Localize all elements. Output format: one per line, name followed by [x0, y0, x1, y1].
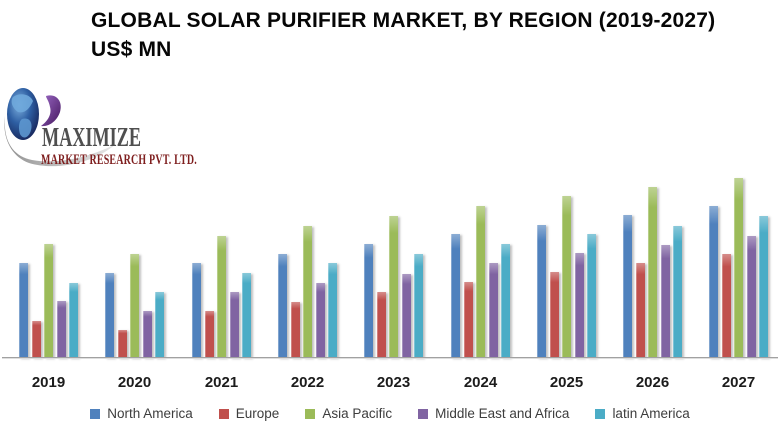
bar-asia-pacific-2020: [130, 254, 139, 358]
legend-item-europe: Europe: [218, 406, 280, 421]
x-tick-2019: 2019: [31, 374, 66, 391]
x-tick-2023: 2023: [376, 374, 411, 391]
bar-asia-pacific-2019: [44, 244, 53, 358]
bar-middle-east-and-africa-2025: [574, 253, 584, 358]
bar-middle-east-and-africa-2024: [488, 263, 498, 358]
bar-europe-2026: [635, 263, 645, 358]
bar-latin-america-2019: [69, 283, 78, 358]
bar-north-america-2019: [19, 263, 28, 358]
bar-group-2019: [19, 170, 78, 358]
legend-marker-north-america-icon: [90, 408, 101, 419]
bar-latin-america-2020: [155, 292, 164, 358]
bar-middle-east-and-africa-2027: [746, 236, 756, 358]
bar-europe-2027: [721, 254, 731, 358]
x-tick-2021: 2021: [204, 374, 239, 391]
bar-asia-pacific-2021: [217, 236, 226, 358]
bar-asia-pacific-2023: [389, 216, 398, 358]
logo-subtext: MARKET RESEARCH PVT. LTD.: [41, 152, 197, 168]
bar-europe-2019: [31, 321, 41, 358]
legend-label-middle-east-and-africa: Middle East and Africa: [435, 406, 570, 421]
x-tick-2022: 2022: [290, 374, 325, 391]
bar-north-america-2022: [278, 254, 287, 358]
legend-marker-europe-icon: [218, 408, 229, 419]
bar-latin-america-2022: [328, 263, 337, 358]
bar-latin-america-2026: [673, 226, 682, 358]
bar-group-2021: [192, 170, 251, 358]
bar-group-2026: [623, 170, 682, 358]
x-tick-2027: 2027: [721, 374, 756, 391]
legend-label-asia-pacific: Asia Pacific: [322, 406, 393, 421]
x-tick-2020: 2020: [117, 374, 152, 391]
bar-middle-east-and-africa-2022: [315, 283, 325, 358]
bar-group-2023: [364, 170, 423, 358]
bar-asia-pacific-2025: [562, 196, 571, 358]
bar-latin-america-2025: [587, 234, 596, 358]
legend-marker-asia-pacific-icon: [305, 408, 316, 419]
bar-asia-pacific-2022: [303, 226, 312, 358]
bar-group-2024: [451, 170, 510, 358]
legend-label-europe: Europe: [235, 406, 280, 421]
bar-europe-2021: [204, 311, 214, 358]
x-axis-labels: 2019 2020 2021 2022 2023 2024 2025 2026 2027: [0, 374, 780, 394]
legend-marker-middle-east-and-africa-icon: [418, 408, 429, 419]
bar-asia-pacific-2027: [734, 178, 743, 358]
bar-europe-2023: [376, 292, 386, 358]
bar-asia-pacific-2024: [476, 206, 485, 358]
logo-brand-text: MAXIMIZE: [42, 122, 141, 152]
legend-item-asia-pacific: Asia Pacific: [305, 406, 392, 421]
bar-latin-america-2027: [759, 216, 768, 358]
globe-continent-south-icon: [18, 118, 32, 138]
bar-group-2022: [278, 170, 337, 358]
bar-group-2020: [105, 170, 164, 358]
bar-asia-pacific-2026: [648, 187, 657, 358]
bar-latin-america-2023: [414, 254, 423, 358]
bar-middle-east-and-africa-2020: [142, 311, 152, 358]
maximize-logo: MAXIMIZE MARKET RESEARCH PVT. LTD.: [4, 88, 197, 168]
legend-marker-latin-america-icon: [595, 408, 606, 419]
chart-title-line2: US$ MN: [91, 38, 172, 61]
legend-item-latin-america: latin America: [595, 406, 690, 421]
bar-north-america-2021: [192, 263, 201, 358]
bar-middle-east-and-africa-2021: [229, 292, 239, 358]
bar-latin-america-2021: [242, 273, 251, 358]
x-tick-2026: 2026: [635, 374, 670, 391]
bar-europe-2020: [117, 330, 127, 358]
x-tick-2025: 2025: [549, 374, 584, 391]
bar-north-america-2027: [709, 206, 718, 358]
chart-title-line1: GLOBAL SOLAR PURIFIER MARKET, BY REGION …: [91, 9, 716, 32]
bar-latin-america-2024: [501, 244, 510, 358]
x-tick-2024: 2024: [463, 374, 498, 391]
bar-north-america-2025: [537, 225, 546, 358]
bar-group-2025: [537, 170, 596, 358]
bar-middle-east-and-africa-2019: [56, 301, 66, 358]
x-axis-line: [2, 357, 778, 359]
bar-europe-2025: [549, 272, 559, 358]
plot-area: [0, 170, 780, 358]
legend: North America Europe Asia Pacific Middle Ea…: [0, 406, 780, 421]
globe-continent-north-icon: [11, 94, 33, 113]
bar-north-america-2020: [105, 273, 114, 358]
bar-north-america-2023: [364, 244, 373, 358]
bar-middle-east-and-africa-2026: [660, 245, 670, 358]
legend-label-north-america: North America: [107, 406, 193, 421]
bar-north-america-2026: [623, 215, 632, 358]
logo-comma-icon: [41, 95, 61, 127]
chart-title: GLOBAL SOLAR PURIFIER MARKET, BY REGION …: [91, 6, 715, 64]
legend-item-north-america: North America: [90, 406, 193, 421]
bar-europe-2022: [290, 302, 300, 358]
bar-group-2027: [709, 170, 768, 358]
bar-europe-2024: [463, 282, 473, 358]
bar-north-america-2024: [451, 234, 460, 358]
legend-item-middle-east-and-africa: Middle East and Africa: [418, 406, 569, 421]
bar-middle-east-and-africa-2023: [401, 274, 411, 358]
legend-label-latin-america: latin America: [612, 406, 690, 421]
